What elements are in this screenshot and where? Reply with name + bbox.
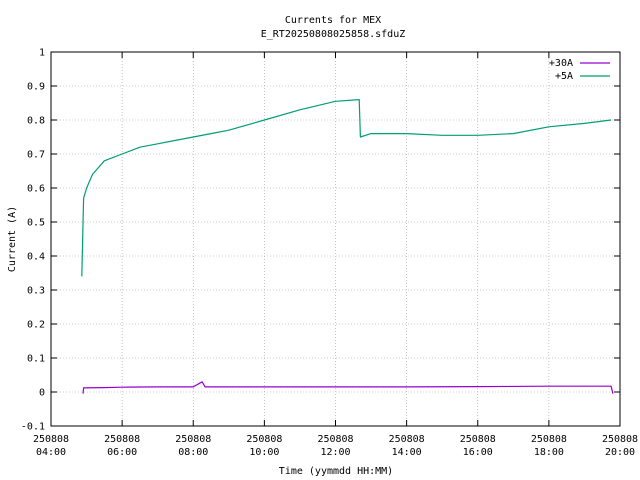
x-tick-label-date: 250808 [175, 434, 211, 445]
series-line-1 [81, 98, 612, 277]
y-tick-label: 0.8 [27, 116, 45, 127]
x-tick-label-date: 250808 [460, 434, 496, 445]
y-tick-label: 0.4 [27, 252, 45, 263]
series-lines [81, 98, 614, 394]
x-tick-label-date: 250808 [389, 434, 425, 445]
y-tick-label: -0.1 [21, 422, 45, 433]
x-tick-label-time: 06:00 [107, 447, 137, 458]
y-tick-label: 0.1 [27, 354, 45, 365]
series-line-0 [82, 381, 614, 394]
x-tick-label-date: 250808 [33, 434, 69, 445]
y-tick-label: 0.6 [27, 184, 45, 195]
y-tick-label: 0.3 [27, 286, 45, 297]
y-axis-ticks: -0.1 0 0.1 0.2 0.3 0.4 0.5 0.6 0.7 0.8 0.9 1 [21, 48, 620, 433]
x-tick-label-time: 12:00 [320, 447, 350, 458]
y-tick-label: 0.2 [27, 320, 45, 331]
x-tick-label-time: 04:00 [36, 447, 66, 458]
x-axis-ticks: 250808 04:00 250808 06:00 250808 08:00 250808 1… [33, 52, 638, 458]
legend-label-5a: +5A [555, 71, 573, 82]
x-tick-label-time: 14:00 [392, 447, 422, 458]
y-tick-label: 1 [39, 48, 45, 59]
x-tick-label-date: 250808 [602, 434, 638, 445]
y-tick-label: 0.9 [27, 82, 45, 93]
chart-title: Currents for MEX [285, 15, 381, 26]
y-tick-label: 0.7 [27, 150, 45, 161]
y-tick-label: 0 [39, 388, 45, 399]
x-tick-label-date: 250808 [246, 434, 282, 445]
legend-label-30a: +30A [549, 58, 573, 69]
x-tick-label-time: 16:00 [463, 447, 493, 458]
y-tick-label: 0.5 [27, 218, 45, 229]
x-axis-label: Time (yymmdd HH:MM) [279, 466, 393, 477]
x-tick-label-time: 18:00 [534, 447, 564, 458]
x-tick-label-date: 250808 [531, 434, 567, 445]
plot-frame [50, 51, 621, 427]
x-tick-label-time: 08:00 [178, 447, 208, 458]
x-tick-label-time: 10:00 [249, 447, 279, 458]
x-tick-label-time: 20:00 [605, 447, 635, 458]
chart-subtitle: E_RT20250808025858.sfduZ [261, 29, 406, 40]
grid-lines [51, 52, 620, 426]
legend: +30A +5A [549, 58, 610, 82]
x-tick-label-date: 250808 [317, 434, 353, 445]
x-tick-label-date: 250808 [104, 434, 140, 445]
y-axis-label: Current (A) [7, 206, 18, 272]
